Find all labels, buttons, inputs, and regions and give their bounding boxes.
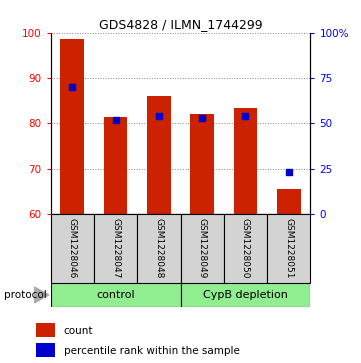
Title: GDS4828 / ILMN_1744299: GDS4828 / ILMN_1744299 [99, 19, 262, 32]
Text: protocol: protocol [4, 290, 46, 300]
Text: control: control [96, 290, 135, 300]
Bar [180, 214, 224, 283]
Text: percentile rank within the sample: percentile rank within the sample [64, 346, 240, 356]
Point [113, 117, 118, 123]
Bar [267, 214, 310, 283]
Bar [36, 323, 55, 338]
Point [243, 113, 248, 119]
Text: GSM1228047: GSM1228047 [111, 219, 120, 279]
Bar [277, 189, 301, 214]
Bar [180, 283, 310, 307]
Bar [51, 283, 180, 307]
Bar [137, 214, 180, 283]
Bar [104, 117, 127, 214]
Bar [36, 343, 55, 357]
Text: count: count [64, 326, 93, 336]
Point [69, 84, 75, 90]
Bar [51, 214, 94, 283]
Point [156, 113, 162, 119]
Bar [60, 40, 84, 214]
Text: GSM1228050: GSM1228050 [241, 219, 250, 279]
Text: CypB depletion: CypB depletion [203, 290, 288, 300]
Text: GSM1228049: GSM1228049 [198, 219, 206, 279]
Bar [224, 214, 267, 283]
Polygon shape [34, 287, 49, 303]
Text: GSM1228048: GSM1228048 [155, 219, 163, 279]
Bar [234, 107, 257, 214]
Text: GSM1228046: GSM1228046 [68, 219, 77, 279]
Point [286, 170, 292, 175]
Bar [190, 114, 214, 214]
Text: GSM1228051: GSM1228051 [284, 219, 293, 279]
Point [199, 115, 205, 121]
Bar [147, 96, 171, 214]
Bar [94, 214, 137, 283]
